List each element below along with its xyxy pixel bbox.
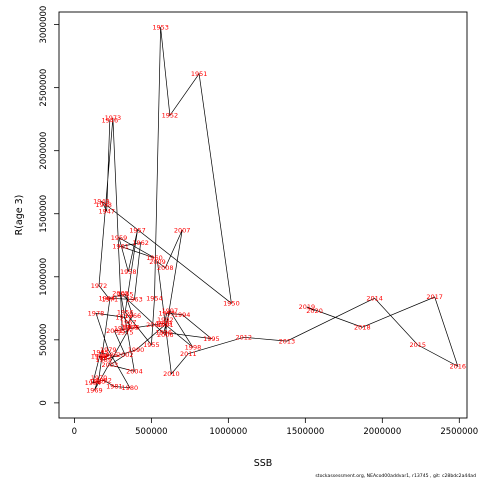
year-label-1967: 1967 [120,318,137,326]
year-label-2003: 2003 [102,361,119,369]
year-label-2000: 2000 [146,321,163,329]
year-label-1986: 1986 [102,351,119,359]
year-label-1989: 1989 [95,356,112,364]
y-tick-label: 2000000 [39,132,49,170]
year-label-1988: 1988 [91,352,108,360]
y-tick-label: 500000 [39,324,49,356]
year-label-1951: 1951 [191,70,208,78]
year-label-1963: 1963 [126,296,143,304]
x-tick-label: 1000000 [209,427,247,437]
year-label-1958: 1958 [120,268,137,276]
year-label-1960: 1960 [146,254,163,262]
year-label-1955: 1955 [143,341,160,349]
year-label-1956: 1956 [117,308,134,316]
y-axis-title: R(age 3) [14,195,25,236]
year-label-2009: 2009 [149,258,166,266]
year-label-2002: 2002 [117,351,134,359]
year-label-1993: 1993 [159,310,176,318]
year-label-1984: 1984 [85,379,102,387]
year-label-2004: 2004 [126,368,143,376]
recruitment-path-line [92,27,459,391]
plot-frame [58,11,468,419]
year-label-1965: 1965 [117,291,134,299]
y-tick-label: 2500000 [39,69,49,107]
year-label-1980: 1980 [122,384,139,392]
year-label-1995: 1995 [203,335,220,343]
year-label-1977: 1977 [115,313,132,321]
year-label-1961: 1961 [112,243,129,251]
year-label-1964: 1964 [98,294,115,302]
year-label-2015: 2015 [409,341,426,349]
year-label-2012: 2012 [235,334,252,342]
year-label-1985: 1985 [92,349,109,357]
footer-note: stockassessment.org, NEAcod00addvar1, r1… [315,473,476,479]
year-label-1970: 1970 [91,374,108,382]
x-tick-label: 2000000 [363,427,401,437]
year-label-1947: 1947 [98,207,115,215]
year-label-1983: 1983 [89,378,106,386]
year-label-1992: 1992 [157,316,174,324]
x-tick-label: 500000 [135,427,167,437]
year-label-1966: 1966 [125,312,142,320]
year-label-1978: 1978 [88,310,105,318]
x-tick-label: 2500000 [440,427,478,437]
year-label-2018: 2018 [354,323,371,331]
year-label-2019: 2019 [299,303,316,311]
year-label-1976: 1976 [123,323,140,331]
year-label-1962: 1962 [132,239,149,247]
y-axis: 0 500000 1000000 1500000 2000000 2500000 30000… [39,6,59,406]
year-label-1997: 1997 [162,307,179,315]
y-tick-label: 1000000 [39,258,49,296]
year-label-1954: 1954 [146,294,163,302]
year-label-2006: 2006 [157,331,174,339]
year-label-1987: 1987 [95,354,112,362]
year-label-1948: 1948 [95,201,112,209]
year-label-1996: 1996 [155,328,172,336]
year-label-2014: 2014 [366,294,383,302]
year-label-1981: 1981 [106,383,123,391]
year-label-1957: 1957 [129,226,146,234]
year-label-2013: 2013 [279,337,296,345]
year-label-2008: 2008 [157,264,174,272]
x-axis-title: SSB [254,458,273,469]
y-tick-label: 1500000 [39,195,49,233]
year-label-1959: 1959 [111,234,128,242]
year-label-1974: 1974 [114,325,131,333]
year-label-1946: 1946 [102,117,119,125]
year-label-2020: 2020 [306,307,323,315]
year-label-1950: 1950 [223,299,240,307]
y-tick-label: 0 [39,400,49,405]
year-label-1953: 1953 [152,23,169,31]
year-label-1975: 1975 [117,328,134,336]
year-label-2011: 2011 [180,350,197,358]
year-label-2005: 2005 [112,289,129,297]
year-label-2017: 2017 [426,293,443,301]
year-label-1991: 1991 [157,321,174,329]
year-label-2007: 2007 [174,226,191,234]
year-label-2010: 2010 [163,370,180,378]
year-label-1971: 1971 [102,296,119,304]
year-label-1998: 1998 [185,344,202,352]
year-label-1969: 1969 [86,386,103,394]
year-label-1968: 1968 [122,323,139,331]
x-tick-label: 1500000 [286,427,324,437]
year-label-2001: 2001 [106,327,123,335]
year-label-1990: 1990 [128,346,145,354]
year-label-1979: 1979 [100,346,117,354]
year-label-1952: 1952 [162,112,179,120]
x-tick-label: 0 [72,427,77,437]
year-label-1972: 1972 [91,282,108,290]
x-axis: 0 500000 1000000 1500000 2000000 2500000 [72,418,478,437]
y-tick-label: 3000000 [39,6,49,44]
year-label-1982: 1982 [95,376,112,384]
year-label-1994: 1994 [174,311,191,319]
year-label-1949: 1949 [93,197,110,205]
year-label-2016: 2016 [449,363,466,371]
year-label-1973: 1973 [105,114,122,122]
year-label-1999: 1999 [155,320,172,328]
